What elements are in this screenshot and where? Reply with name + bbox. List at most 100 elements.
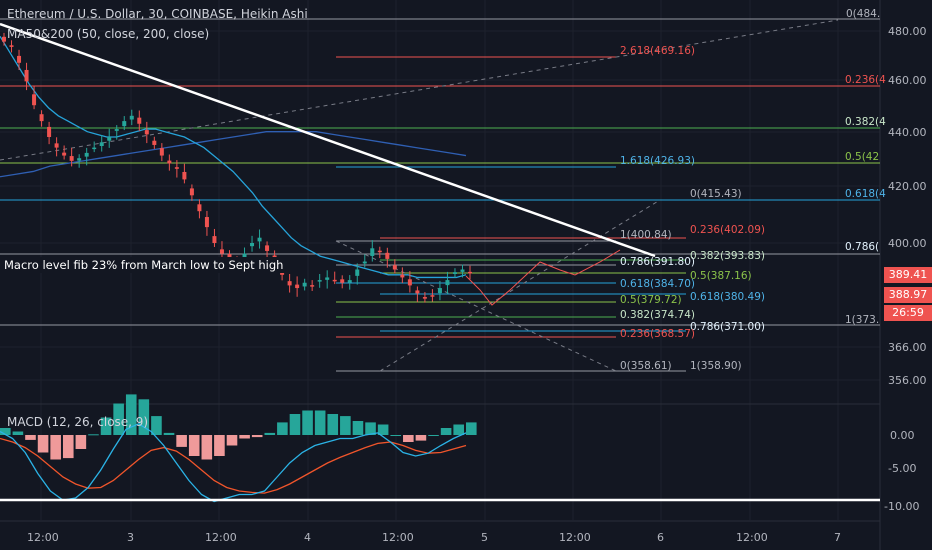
macd-indicator-label[interactable]: MACD (12, 26, close, 9): [7, 415, 149, 429]
macd-hist-bar: [251, 435, 263, 438]
candle-body: [287, 281, 292, 286]
candle-body: [174, 167, 179, 169]
fib-label: 0.618(4: [845, 188, 886, 200]
time-tick: 5: [481, 531, 488, 544]
fib-label: 1.618(426.93): [620, 155, 695, 167]
candle-body: [39, 114, 44, 122]
fib-label: 0.382(393.83): [690, 250, 765, 262]
candle-body: [99, 142, 104, 147]
candle-body: [468, 271, 472, 274]
time-tick: 12:00: [736, 531, 768, 544]
candle-body: [227, 254, 232, 259]
symbol-title[interactable]: Ethereum / U.S. Dollar, 30, COINBASE, He…: [7, 7, 308, 21]
fib-label: 0.5(387.16): [690, 270, 752, 282]
price-tick: 400.00: [888, 237, 927, 250]
macd-hist-bar: [415, 435, 427, 441]
time-tick: 6: [657, 531, 664, 544]
price-tick: 366.00: [888, 341, 927, 354]
candle-body: [92, 147, 97, 150]
macd-hist-bar: [466, 422, 477, 435]
candle-body: [392, 265, 397, 270]
macd-hist-bar: [390, 435, 402, 436]
candle-body: [32, 94, 37, 106]
macd-hist-bar: [50, 435, 61, 460]
macd-histogram: [0, 394, 477, 460]
macd-lines: [0, 423, 467, 503]
macd-hist-bar: [365, 422, 376, 435]
candle-body: [24, 69, 29, 82]
macd-hist-bar: [377, 424, 389, 435]
candle-body: [144, 130, 149, 135]
candle-body: [54, 143, 59, 148]
candle-body: [167, 160, 172, 164]
macd-hist-bar: [88, 434, 99, 436]
candle-body: [189, 188, 194, 196]
candle-body: [340, 279, 345, 283]
candle-body: [325, 277, 330, 280]
macd-tick: -5.00: [888, 462, 916, 475]
candle-body: [152, 140, 157, 145]
candle-body: [332, 279, 337, 282]
candle-body: [452, 272, 457, 275]
macd-hist-bar: [0, 428, 11, 435]
candle-body: [62, 152, 67, 156]
macd-hist-bar: [201, 435, 213, 460]
candle-body: [295, 284, 300, 289]
macd-hist-bar: [239, 435, 250, 439]
fib-label: 0.5(379.72): [620, 294, 682, 306]
candle-body: [137, 117, 142, 124]
macd-hist-bar: [176, 435, 187, 447]
countdown-tag: 26:59: [884, 305, 932, 321]
candle-body: [129, 115, 134, 120]
price-axis: 480.00 460.00 440.00 420.00 400.00 366.0…: [888, 25, 927, 387]
candle-body: [9, 45, 14, 47]
candle-body: [257, 237, 262, 242]
last-price-tag: 389.41: [884, 267, 932, 283]
fib-label: 0.382(4: [845, 116, 886, 128]
time-axis: 12:00 3 12:00 4 12:00 5 12:00 6 12:00 7: [27, 531, 841, 544]
fib-label: 0.236(4: [845, 74, 886, 86]
ma-indicator-label[interactable]: MA50&200 (50, close, 200, close): [7, 27, 210, 41]
macd-tick: -10.00: [884, 500, 919, 513]
fib-labels: 0(484. 2.618(469.16) 0.236(4 0.382(4 1.618(4…: [620, 8, 886, 372]
candle-body: [377, 250, 382, 253]
candle-body: [17, 55, 22, 63]
candle-body: [2, 36, 6, 42]
ma200-path: [0, 131, 467, 178]
macd-hist-bar: [62, 435, 74, 459]
candle-body: [204, 217, 209, 228]
projected-path: [465, 249, 621, 306]
downtrend-line[interactable]: [0, 22, 656, 258]
time-tick: 12:00: [27, 531, 59, 544]
candle-body: [430, 295, 435, 297]
candle-body: [445, 280, 450, 286]
fib-label: 0.618(384.70): [620, 278, 695, 290]
time-tick: 4: [304, 531, 311, 544]
price-tick: 480.00: [888, 25, 927, 38]
macd-hist-bar: [277, 422, 288, 435]
candle-body: [302, 282, 307, 287]
candle-body: [84, 152, 89, 157]
candle-body: [159, 148, 164, 156]
candle-body: [355, 269, 360, 276]
candle-body: [219, 249, 224, 254]
candle-body: [47, 126, 52, 137]
time-tick: 12:00: [559, 531, 591, 544]
candle-body: [460, 269, 465, 272]
candle-body: [182, 171, 187, 180]
fib-label: 0.5(42: [845, 151, 879, 163]
macd-hist-bar: [75, 435, 87, 449]
macd-hist-bar: [100, 417, 112, 435]
candle-body: [347, 280, 352, 283]
candle-body: [422, 297, 427, 299]
macd-hist-bar: [113, 403, 124, 435]
time-tick: 7: [834, 531, 841, 544]
candle-body: [265, 245, 270, 251]
macd-hist-bar: [314, 410, 326, 435]
candle-body: [317, 280, 322, 282]
candle-body: [69, 156, 74, 161]
fib-label: 0.786(371.00): [690, 321, 765, 333]
macd-hist-bar: [453, 424, 464, 435]
close-price-tag: 388.97: [884, 287, 932, 303]
